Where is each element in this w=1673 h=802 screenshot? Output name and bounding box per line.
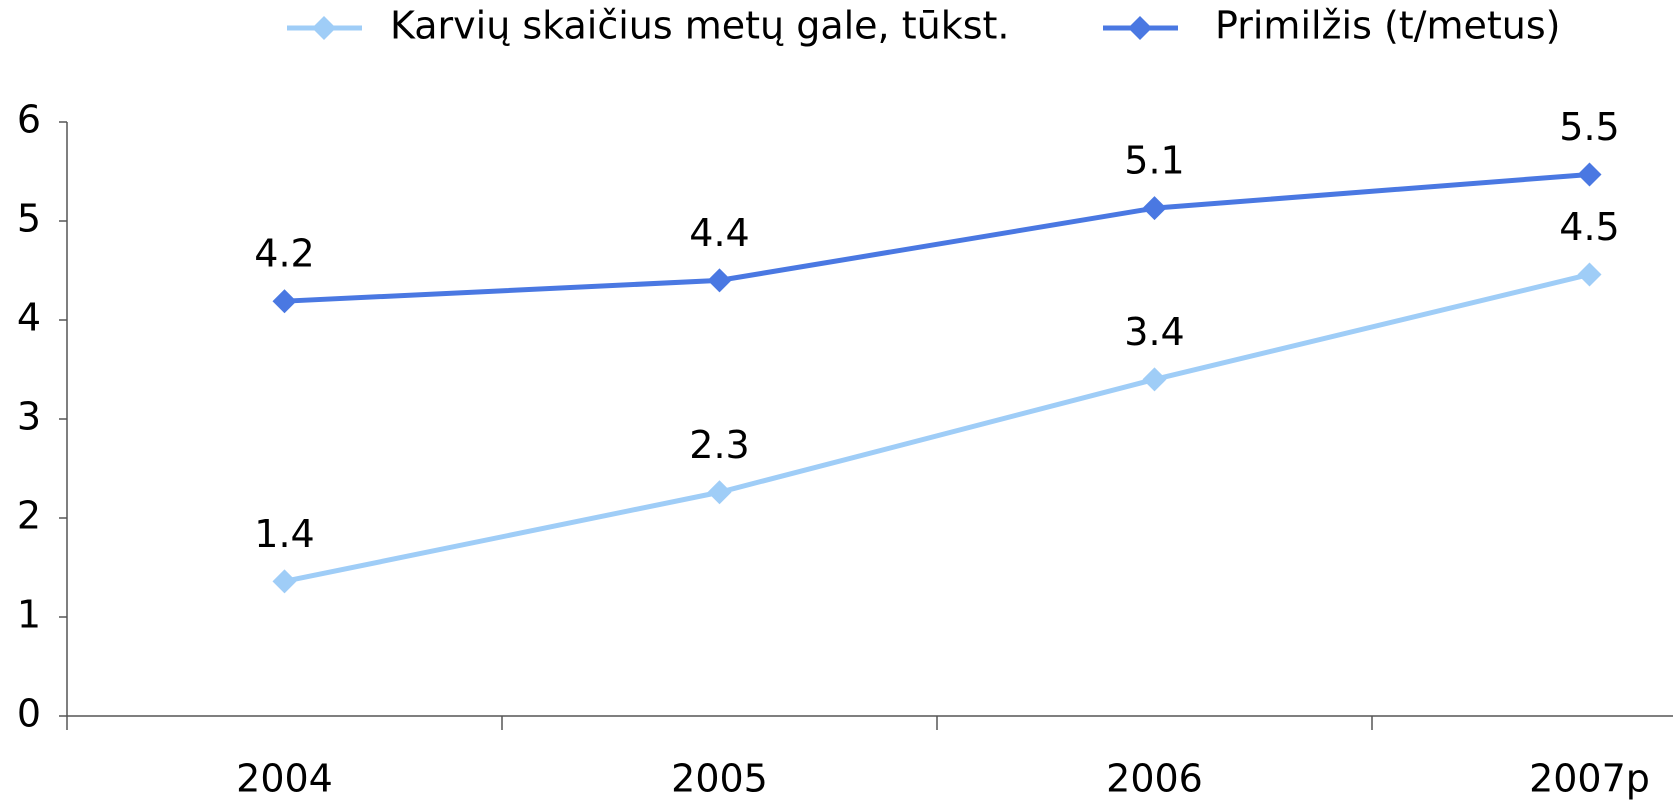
y-tick-label: 1 (17, 593, 41, 637)
data-label: 5.1 (1124, 139, 1184, 183)
y-tick-label: 6 (17, 98, 41, 142)
point-marker (1142, 196, 1167, 221)
series-line (284, 171, 1590, 304)
legend-label: Primilžis (t/metus) (1215, 4, 1560, 48)
point-marker (1577, 162, 1602, 187)
x-tick-label: 2005 (671, 757, 768, 801)
point-marker (1142, 367, 1167, 392)
data-label: 1.4 (254, 512, 314, 556)
point-marker (1577, 262, 1602, 287)
y-tick-label: 0 (17, 692, 41, 736)
data-label: 5.5 (1559, 105, 1619, 149)
data-label: 4.5 (1559, 205, 1619, 249)
legend-label: Karvių skaičius metų gale, tūkst. (390, 4, 1010, 48)
y-tick-label: 2 (17, 494, 41, 538)
x-tick-label: 2004 (236, 757, 333, 801)
data-label: 4.2 (254, 232, 314, 276)
point-marker (707, 480, 732, 505)
point-marker (272, 289, 297, 314)
point-marker (272, 569, 297, 594)
y-tick-label: 3 (17, 395, 41, 439)
y-tick-label: 4 (17, 296, 41, 340)
legend-marker (1128, 16, 1152, 40)
legend-marker (312, 16, 336, 40)
y-tick-label: 5 (17, 197, 41, 241)
data-label: 2.3 (689, 423, 749, 467)
series-line (283, 272, 1591, 584)
point-marker (707, 268, 732, 293)
x-tick-label: 2006 (1106, 757, 1203, 801)
x-tick-label: 2007p (1529, 757, 1650, 801)
data-label: 4.4 (689, 211, 749, 255)
data-label: 3.4 (1124, 310, 1184, 354)
